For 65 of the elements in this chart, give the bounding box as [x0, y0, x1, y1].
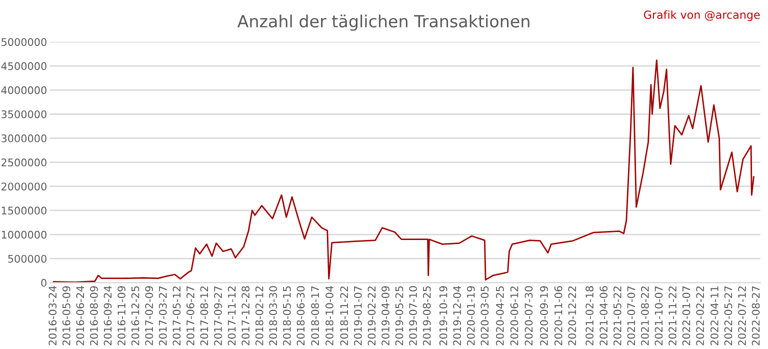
y-tick-label: 3500000 [2, 110, 46, 118]
y-tick-label: 5000000 [2, 38, 46, 46]
x-tick-label: 2019-08-25 [422, 286, 431, 346]
x-tick-label: 2017-05-12 [172, 286, 181, 346]
x-tick-label: 2016-11-09 [118, 286, 126, 346]
x-tick-label: 2020-04-25 [496, 286, 504, 346]
x-tick-label: 2017-03-27 [158, 286, 167, 346]
y-tick-label: 4000000 [1, 86, 46, 94]
y-tick-label: 4500000 [1, 62, 46, 70]
x-tick-label: 2020-03-05 [480, 286, 489, 346]
text: Grafik von @arcange [644, 10, 760, 22]
x-tick-label: 2019-07-10 [409, 286, 417, 346]
x-tick-label: 2018-08-17 [311, 286, 320, 346]
x-tick-label: 2021-08-22 [641, 286, 649, 346]
x-tick-label: 2022-05-27 [724, 286, 732, 346]
x-tick-label: 2020-11-06 [554, 286, 562, 346]
x-tick-label: 2018-05-15 [282, 286, 291, 346]
y-tick-label: 1000000 [2, 230, 46, 239]
x-tick-label: 2021-07-07 [627, 286, 636, 346]
y-tick-label: 2000000 [2, 182, 46, 190]
x-tick-label: 2019-05-25 [395, 286, 404, 346]
x-tick-label: 2016-06-24 [76, 286, 84, 346]
x-tick-label: 2021-10-07 [654, 286, 663, 346]
x-tick-label: 2021-05-22 [613, 286, 622, 346]
x-tick-label: 2022-02-22 [696, 286, 704, 346]
x-tick-label: 2016-12-25 [131, 286, 140, 346]
x-tick-label: 2022-08-27 [752, 286, 760, 346]
x-tick-label: 2018-11-22 [340, 286, 348, 346]
x-tick-label: 2019-01-07 [354, 286, 362, 346]
x-tick-label: 2016-08-09 [90, 286, 98, 346]
x-tick-label: 2018-10-04 [326, 286, 334, 346]
x-tick-label: 2018-06-30 [296, 286, 305, 346]
x-tick-label: 2019-04-09 [382, 286, 390, 346]
x-tick-label: 2021-04-06 [600, 286, 608, 346]
x-tick-label: 2019-12-04 [453, 286, 462, 346]
line-series [52, 59, 754, 283]
x-tick-label: 2022-07-12 [738, 286, 746, 346]
y-tick-label: 3000000 [2, 134, 46, 142]
x-tick-label: 2016-05-09 [62, 286, 70, 346]
y-tick-label: 0 [41, 278, 46, 287]
x-tick-label: 2017-09-27 [214, 286, 222, 346]
x-tick-label: 2017-11-12 [228, 286, 236, 346]
x-tick-label: 2017-12-28 [242, 286, 250, 346]
x-tick-label: 2017-06-27 [186, 286, 194, 346]
y-tick-label: 1500000 [2, 206, 46, 215]
x-tick-label: 2020-09-19 [540, 286, 548, 346]
x-tick-label: 2021-11-22 [668, 286, 676, 346]
x-tick-label: 2021-02-18 [586, 286, 594, 346]
x-tick-label: 2018-02-12 [255, 286, 264, 346]
x-tick-label: 2016-03-24 [48, 286, 57, 346]
x-tick-label: 2017-02-09 [145, 286, 154, 346]
x-tick-label: 2022-01-07 [682, 286, 690, 346]
x-tick-label: 2019-02-22 [368, 286, 376, 346]
x-tick-label: 2018-03-30 [269, 286, 278, 346]
x-tick-label: 2020-12-22 [568, 286, 576, 346]
x-tick-label: 2019-10-19 [439, 286, 448, 346]
x-tick-label: 2020-01-19 [466, 286, 475, 346]
x-tick-label: 2020-06-12 [510, 286, 518, 346]
x-tick-label: 2017-08-12 [200, 286, 208, 346]
x-tick-label: 2020-07-30 [524, 286, 533, 346]
y-tick-label: 500000 [8, 254, 46, 263]
x-tick-label: 2022-04-11 [710, 286, 718, 346]
x-tick-label: 2016-09-24 [104, 286, 112, 346]
chart-title: Anzahl der täglichen Transaktionen [237, 14, 530, 31]
y-tick-label: 2500000 [2, 158, 46, 166]
